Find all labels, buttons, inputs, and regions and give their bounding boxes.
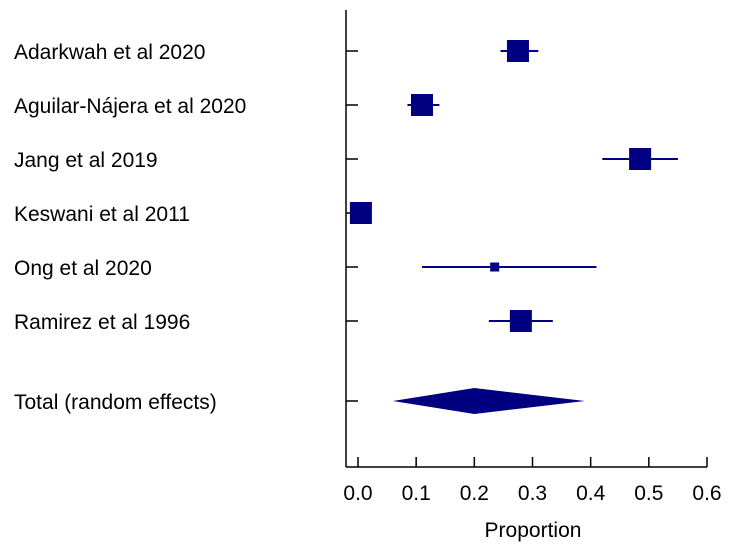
point-estimate (629, 148, 652, 170)
point-estimate (506, 40, 529, 62)
x-tick-label: 0.5 (634, 482, 663, 505)
study-label: Aguilar-Nájera et al 2020 (14, 95, 246, 118)
point-estimate (349, 202, 372, 224)
x-tick-label: 0.6 (692, 482, 721, 505)
study-label: Ramirez et al 1996 (14, 311, 190, 334)
x-tick-label: 0.2 (460, 482, 489, 505)
total-label: Total (random effects) (14, 391, 217, 414)
study-labels: Adarkwah et al 2020 Aguilar-Nájera et al … (14, 41, 246, 414)
x-tick-label: 0.3 (518, 482, 547, 505)
point-estimate (509, 310, 532, 332)
study-label: Ong et al 2020 (14, 257, 152, 280)
x-axis-label: Proportion (485, 519, 582, 542)
x-tick-label: 0.1 (402, 482, 431, 505)
x-tick-label: 0.4 (576, 482, 606, 505)
plot-marks (349, 40, 678, 414)
x-axis: 0.0 0.1 0.2 0.3 0.4 0.5 0.6 (343, 10, 722, 505)
x-tick-label: 0.0 (343, 482, 372, 505)
point-estimate (490, 262, 500, 272)
total-diamond (392, 388, 585, 414)
study-label: Jang et al 2019 (14, 149, 158, 172)
study-label: Adarkwah et al 2020 (14, 41, 205, 64)
point-estimate (410, 94, 433, 116)
study-label: Keswani et al 2011 (14, 203, 190, 226)
